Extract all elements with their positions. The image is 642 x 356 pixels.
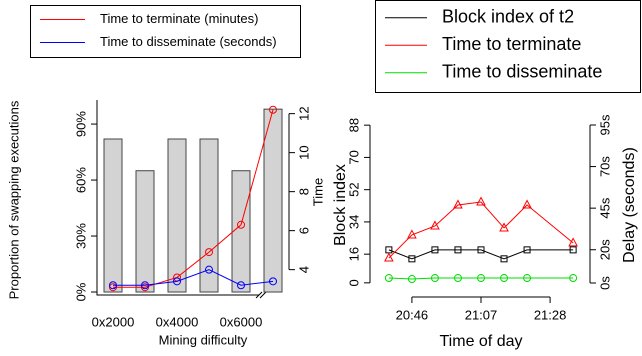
- y-tick-label: 16: [346, 247, 361, 261]
- marker: [522, 199, 532, 209]
- y-tick-label: 52: [346, 182, 361, 196]
- marker: [269, 277, 277, 286]
- axis-break: [255, 291, 267, 299]
- marker: [453, 199, 463, 209]
- line: [113, 109, 274, 288]
- x-tick-label: 0x6000: [220, 314, 263, 329]
- y2-tick-label: 70s: [597, 156, 612, 177]
- frame: [96, 100, 259, 296]
- marker: [109, 283, 117, 292]
- marker: [109, 281, 117, 290]
- line: [388, 277, 574, 280]
- marker: [431, 246, 439, 254]
- marker: [407, 229, 417, 239]
- y2-tick-label: 45s: [597, 197, 612, 218]
- x-tick-label: 21:28: [534, 307, 567, 322]
- bar: [103, 138, 123, 293]
- marker: [173, 277, 181, 286]
- marker: [569, 274, 578, 283]
- y-axis-title: Proportion of swapping executions: [6, 100, 21, 299]
- y2-tick-label: 6: [296, 227, 311, 234]
- line: [113, 269, 274, 286]
- line: [388, 249, 574, 260]
- x-axis-title: Time of day: [440, 333, 523, 350]
- y2-tick-label: 10: [296, 145, 311, 159]
- marker: [384, 274, 393, 283]
- marker: [523, 246, 531, 254]
- y2-tick-label: 12: [296, 106, 311, 120]
- y-tick-label: 88: [346, 118, 361, 132]
- bar: [231, 170, 251, 293]
- legend-box: [375, 0, 641, 93]
- y2-tick-label: 4: [296, 266, 311, 273]
- legend-box: [30, 5, 301, 58]
- marker: [408, 255, 416, 263]
- y2-axis-title: Delay (seconds): [621, 147, 638, 263]
- marker: [205, 265, 213, 274]
- legend-label: Time to disseminate: [442, 62, 602, 82]
- marker: [569, 246, 577, 254]
- y-tick-label: 70: [346, 150, 361, 164]
- bar: [199, 138, 219, 293]
- marker: [500, 255, 508, 263]
- y-tick-label: 90%: [73, 111, 88, 137]
- y2-tick-label: 20s: [597, 239, 612, 260]
- x-axis-title: Mining difficulty: [159, 332, 248, 347]
- legend-label: Time to disseminate (seconds): [100, 34, 277, 49]
- marker: [384, 252, 394, 262]
- line: [388, 201, 574, 259]
- marker: [205, 248, 213, 257]
- legend-label: Block index of t2: [442, 7, 574, 27]
- marker: [476, 196, 486, 206]
- marker: [237, 220, 245, 229]
- marker: [500, 274, 509, 283]
- marker: [430, 274, 439, 283]
- x-tick-label: 20:46: [396, 307, 429, 322]
- marker: [523, 274, 532, 283]
- legend-label: Time to terminate: [442, 34, 581, 54]
- marker: [237, 281, 245, 290]
- y2-axis-title: Time: [310, 178, 325, 206]
- y-tick-label: 60%: [73, 167, 88, 193]
- legend-label: Time to terminate (minutes): [100, 11, 258, 26]
- marker: [477, 246, 485, 254]
- bar: [263, 108, 283, 293]
- bar: [135, 170, 155, 293]
- x-tick-label: 0x2000: [92, 314, 135, 329]
- x-tick-label: 0x4000: [156, 314, 199, 329]
- marker: [454, 246, 462, 254]
- marker: [141, 281, 149, 290]
- marker: [269, 105, 277, 114]
- y-tick-label: 30%: [73, 223, 88, 249]
- y2-tick-label: 8: [296, 188, 311, 195]
- y-tick-label: 0: [346, 279, 361, 286]
- y2-tick-label: 0s: [597, 276, 612, 290]
- y-axis-title: Block index: [332, 164, 349, 246]
- marker: [141, 283, 149, 292]
- bar: [167, 138, 187, 293]
- marker: [568, 237, 578, 247]
- x-tick-label: 21:07: [465, 307, 498, 322]
- y-tick-label: 34: [346, 215, 361, 229]
- y2-tick-label: 95s: [597, 114, 612, 135]
- marker: [453, 274, 462, 283]
- y-tick-label: 0%: [73, 282, 88, 301]
- marker: [477, 274, 485, 283]
- marker: [499, 222, 509, 232]
- marker: [407, 275, 416, 284]
- marker: [430, 220, 440, 230]
